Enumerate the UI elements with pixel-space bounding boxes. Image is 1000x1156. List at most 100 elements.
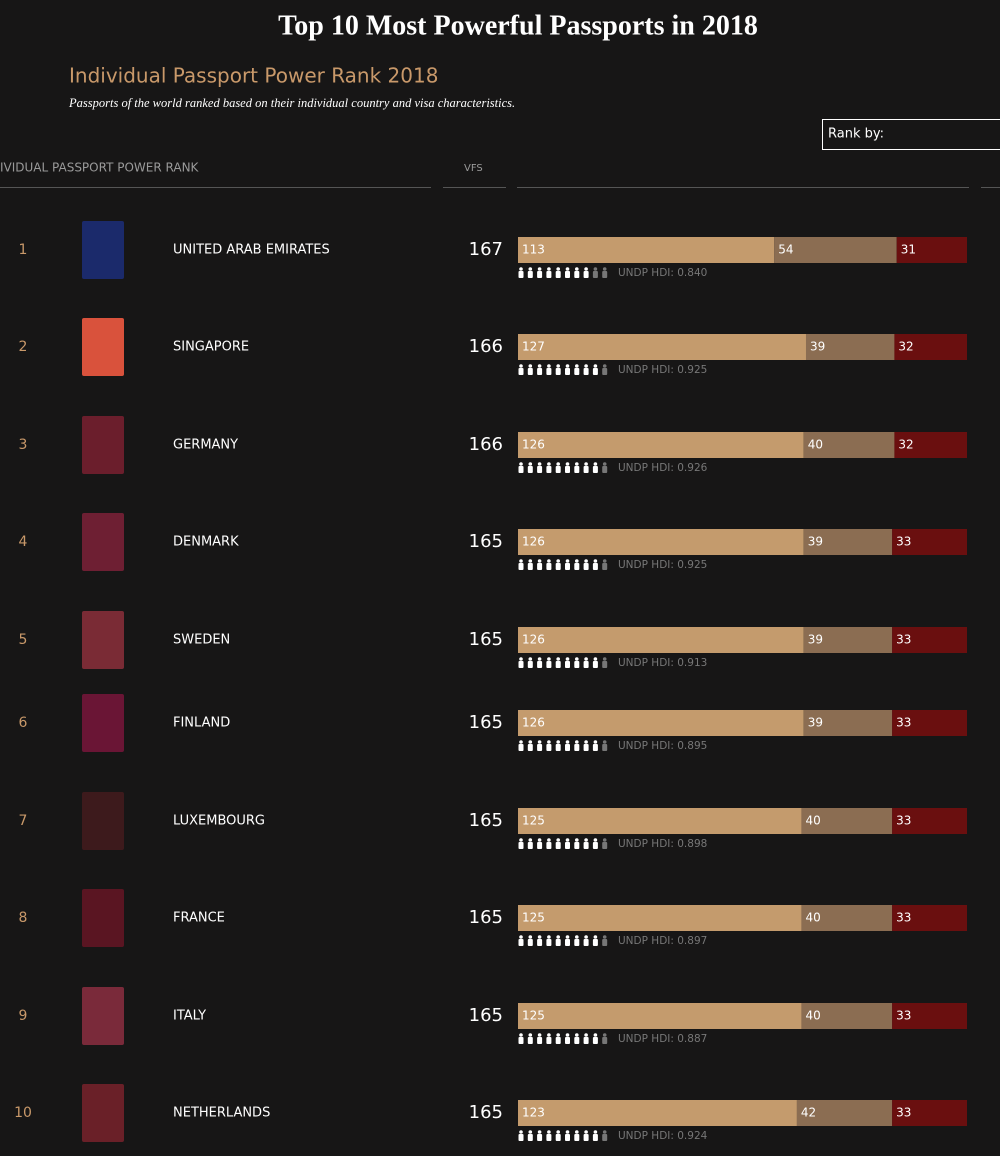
segment-label: 126	[522, 438, 545, 452]
person-icon	[584, 364, 588, 368]
person-icon	[556, 368, 561, 375]
segment-label: 40	[805, 814, 820, 828]
bar-segment	[518, 432, 804, 458]
segment-label: 33	[896, 535, 911, 549]
person-icon	[528, 368, 533, 375]
person-icon	[519, 563, 524, 570]
person-icon	[519, 842, 524, 849]
person-icon	[537, 1037, 542, 1044]
person-icon	[574, 271, 579, 278]
rank: 1	[19, 242, 28, 258]
passport-cover	[82, 318, 124, 376]
description: Passports of the world ranked based on t…	[68, 96, 515, 110]
person-icon	[584, 939, 589, 946]
bar-segment	[518, 627, 804, 653]
vfs: 165	[469, 712, 503, 733]
person-icon	[556, 1037, 561, 1044]
person-icon	[584, 368, 589, 375]
person-icon	[538, 740, 542, 744]
passport-cover	[82, 611, 124, 669]
person-icon	[538, 838, 542, 842]
vfs: 165	[469, 1102, 503, 1123]
segment-label: 39	[808, 535, 823, 549]
person-icon	[556, 563, 561, 570]
person-icon	[584, 1130, 588, 1134]
person-icon	[556, 271, 561, 278]
person-icon	[584, 838, 588, 842]
rank: 9	[19, 1008, 28, 1024]
person-icon	[566, 267, 570, 271]
person-icon	[546, 1037, 551, 1044]
person-icon	[566, 740, 570, 744]
person-icon	[519, 462, 523, 466]
person-icon	[603, 838, 607, 842]
person-icon	[528, 1134, 533, 1141]
segment-label: 39	[808, 633, 823, 647]
passport-cover	[82, 694, 124, 752]
person-icon	[575, 1033, 579, 1037]
person-icon	[603, 1130, 607, 1134]
segment-label: 42	[801, 1106, 816, 1120]
person-icon	[565, 466, 570, 473]
person-icon	[566, 364, 570, 368]
segment-label: 33	[896, 633, 911, 647]
person-icon	[547, 364, 551, 368]
person-icon	[546, 368, 551, 375]
person-icon	[594, 657, 598, 661]
person-icon	[584, 842, 589, 849]
person-icon	[602, 466, 607, 473]
segment-label: 32	[898, 438, 913, 452]
person-icon	[519, 935, 523, 939]
person-icon	[603, 364, 607, 368]
country: FRANCE	[173, 911, 225, 926]
person-icon	[593, 661, 598, 668]
person-icon	[519, 740, 523, 744]
person-icon	[547, 838, 551, 842]
segment-label: 33	[896, 814, 911, 828]
hdi: UNDP HDI: 0.895	[618, 740, 707, 752]
person-icon	[574, 563, 579, 570]
country: ITALY	[173, 1009, 206, 1024]
person-icon	[556, 1134, 561, 1141]
person-icon	[529, 935, 533, 939]
rank: 4	[19, 534, 28, 550]
person-icon	[565, 271, 570, 278]
segment-label: 32	[898, 340, 913, 354]
passport-cover	[82, 1084, 124, 1142]
person-icon	[529, 462, 533, 466]
country: GERMANY	[173, 438, 238, 453]
person-icon	[603, 267, 607, 271]
person-icon	[519, 1130, 523, 1134]
person-icon	[528, 271, 533, 278]
person-icon	[528, 563, 533, 570]
page-title: Top 10 Most Powerful Passports in 2018	[278, 10, 758, 41]
rank: 5	[19, 632, 28, 648]
person-icon	[602, 271, 607, 278]
person-icon	[574, 466, 579, 473]
person-icon	[556, 364, 560, 368]
segment-label: 40	[805, 1009, 820, 1023]
rank: 7	[19, 813, 28, 829]
person-icon	[529, 838, 533, 842]
hdi-icons	[519, 267, 608, 278]
vfs: 165	[469, 1005, 503, 1026]
passport-cover	[82, 513, 124, 571]
person-icon	[594, 1033, 598, 1037]
person-icon	[594, 462, 598, 466]
person-icon	[565, 661, 570, 668]
person-icon	[584, 1033, 588, 1037]
segment-label: 126	[522, 716, 545, 730]
segment-label: 40	[808, 438, 823, 452]
hdi-icons	[519, 559, 608, 570]
person-icon	[594, 838, 598, 842]
person-icon	[546, 1134, 551, 1141]
hdi-icons	[519, 657, 608, 668]
person-icon	[584, 563, 589, 570]
person-icon	[529, 657, 533, 661]
person-icon	[593, 842, 598, 849]
person-icon	[565, 1037, 570, 1044]
person-icon	[593, 368, 598, 375]
rank: 2	[19, 339, 28, 355]
